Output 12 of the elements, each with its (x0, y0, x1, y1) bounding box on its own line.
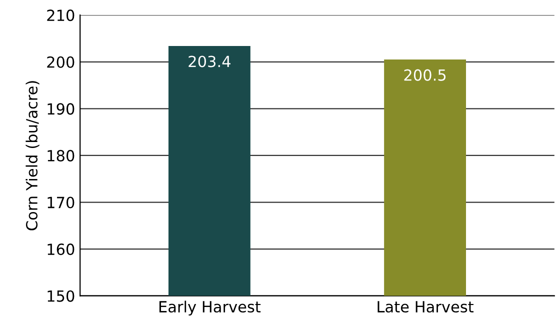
y-tick-label: 160 (48, 244, 74, 256)
data-label: 203.4 (188, 56, 230, 68)
y-tick-label: 150 (48, 290, 74, 302)
data-label: 200.5 (404, 69, 446, 81)
y-tick-label: 190 (48, 103, 74, 115)
y-tick-label: 170 (48, 196, 74, 208)
y-tick-label: 180 (48, 150, 74, 162)
y-tick-label: 210 (47, 10, 74, 22)
x-tick-label: Late Harvest (378, 301, 474, 313)
y-axis-title: Corn Yield (bu/acre) (26, 81, 40, 230)
y-tick-label: 200 (47, 56, 74, 68)
x-tick-label: Early Harvest (159, 300, 261, 316)
